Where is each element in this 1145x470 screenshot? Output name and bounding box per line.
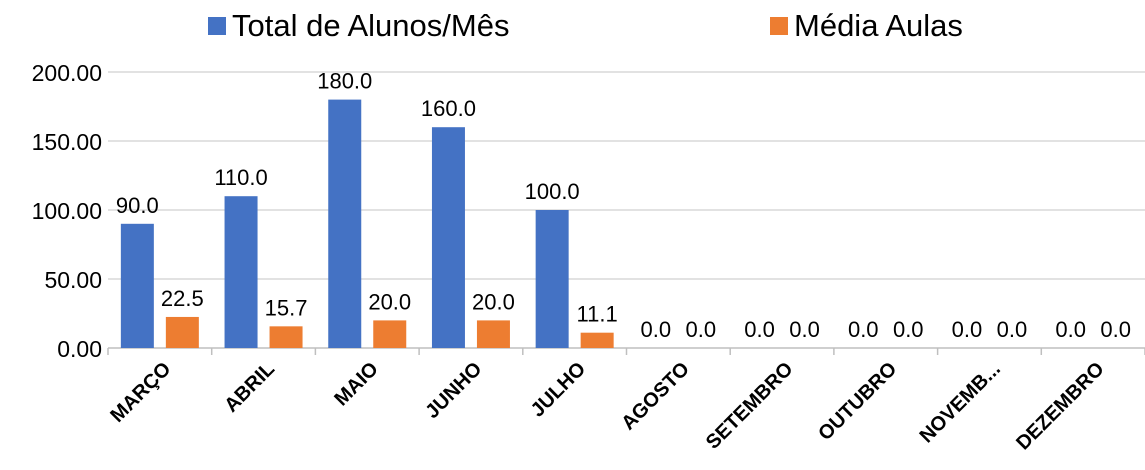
data-label: 11.1 — [577, 302, 618, 327]
x-category-label: MAIO — [330, 358, 382, 410]
x-category-label: JUNHO — [421, 358, 486, 423]
data-label: 0.0 — [686, 317, 717, 342]
data-label: 180.0 — [317, 69, 372, 94]
data-label: 160.0 — [421, 96, 476, 121]
bar-media-aulas — [580, 332, 614, 348]
data-label: 0.0 — [848, 317, 879, 342]
data-label: 0.0 — [1100, 317, 1131, 342]
legend-item-total-alunos: Total de Alunos/Mês — [208, 8, 509, 44]
bar-media-aulas — [269, 326, 303, 348]
y-tick-label: 100.00 — [32, 198, 102, 224]
x-category-label: AGOSTO — [617, 358, 694, 435]
data-label: 0.0 — [1055, 317, 1086, 342]
data-label: 0.0 — [952, 317, 983, 342]
y-tick-label: 150.00 — [32, 129, 102, 155]
x-category-label: DEZEMBRO — [1012, 358, 1108, 454]
chart-legend: Total de Alunos/Mês Média Aulas — [0, 8, 1145, 48]
y-tick-label: 200.00 — [32, 60, 102, 86]
data-label: 0.0 — [641, 317, 672, 342]
data-label: 90.0 — [116, 193, 159, 218]
y-tick-label: 50.00 — [44, 267, 102, 293]
data-label: 20.0 — [472, 289, 515, 314]
x-category-label: MARÇO — [106, 358, 175, 427]
bar-total-alunos — [431, 127, 465, 348]
legend-label-total-alunos: Total de Alunos/Mês — [232, 8, 510, 43]
legend-label-media-aulas: Média Aulas — [794, 8, 963, 43]
bar-total-alunos — [120, 223, 154, 348]
data-label: 110.0 — [214, 165, 267, 190]
data-label: 0.0 — [744, 317, 775, 342]
legend-item-media-aulas: Média Aulas — [770, 8, 963, 44]
x-category-label: JULHO — [527, 358, 590, 421]
data-label: 22.5 — [161, 286, 204, 311]
x-category-label: ABRIL — [220, 358, 279, 417]
x-category-label: OUTUBRO — [814, 358, 901, 445]
data-label: 20.0 — [368, 289, 411, 314]
x-category-label: SETEMBRO — [702, 358, 798, 454]
data-label: 100.0 — [525, 179, 580, 204]
bar-media-aulas — [476, 320, 510, 348]
bar-total-alunos — [224, 196, 258, 348]
data-label: 0.0 — [893, 317, 924, 342]
bar-total-alunos — [328, 99, 362, 348]
x-category-label: NOVEMB... — [916, 358, 1005, 447]
legend-swatch-media-aulas — [770, 17, 788, 35]
bar-total-alunos — [535, 210, 569, 348]
data-label: 0.0 — [997, 317, 1028, 342]
bar-media-aulas — [165, 316, 199, 348]
data-label: 15.7 — [265, 295, 308, 320]
data-label: 0.0 — [789, 317, 820, 342]
y-tick-label: 0.00 — [57, 336, 102, 362]
legend-swatch-total-alunos — [208, 17, 226, 35]
bar-media-aulas — [373, 320, 407, 348]
